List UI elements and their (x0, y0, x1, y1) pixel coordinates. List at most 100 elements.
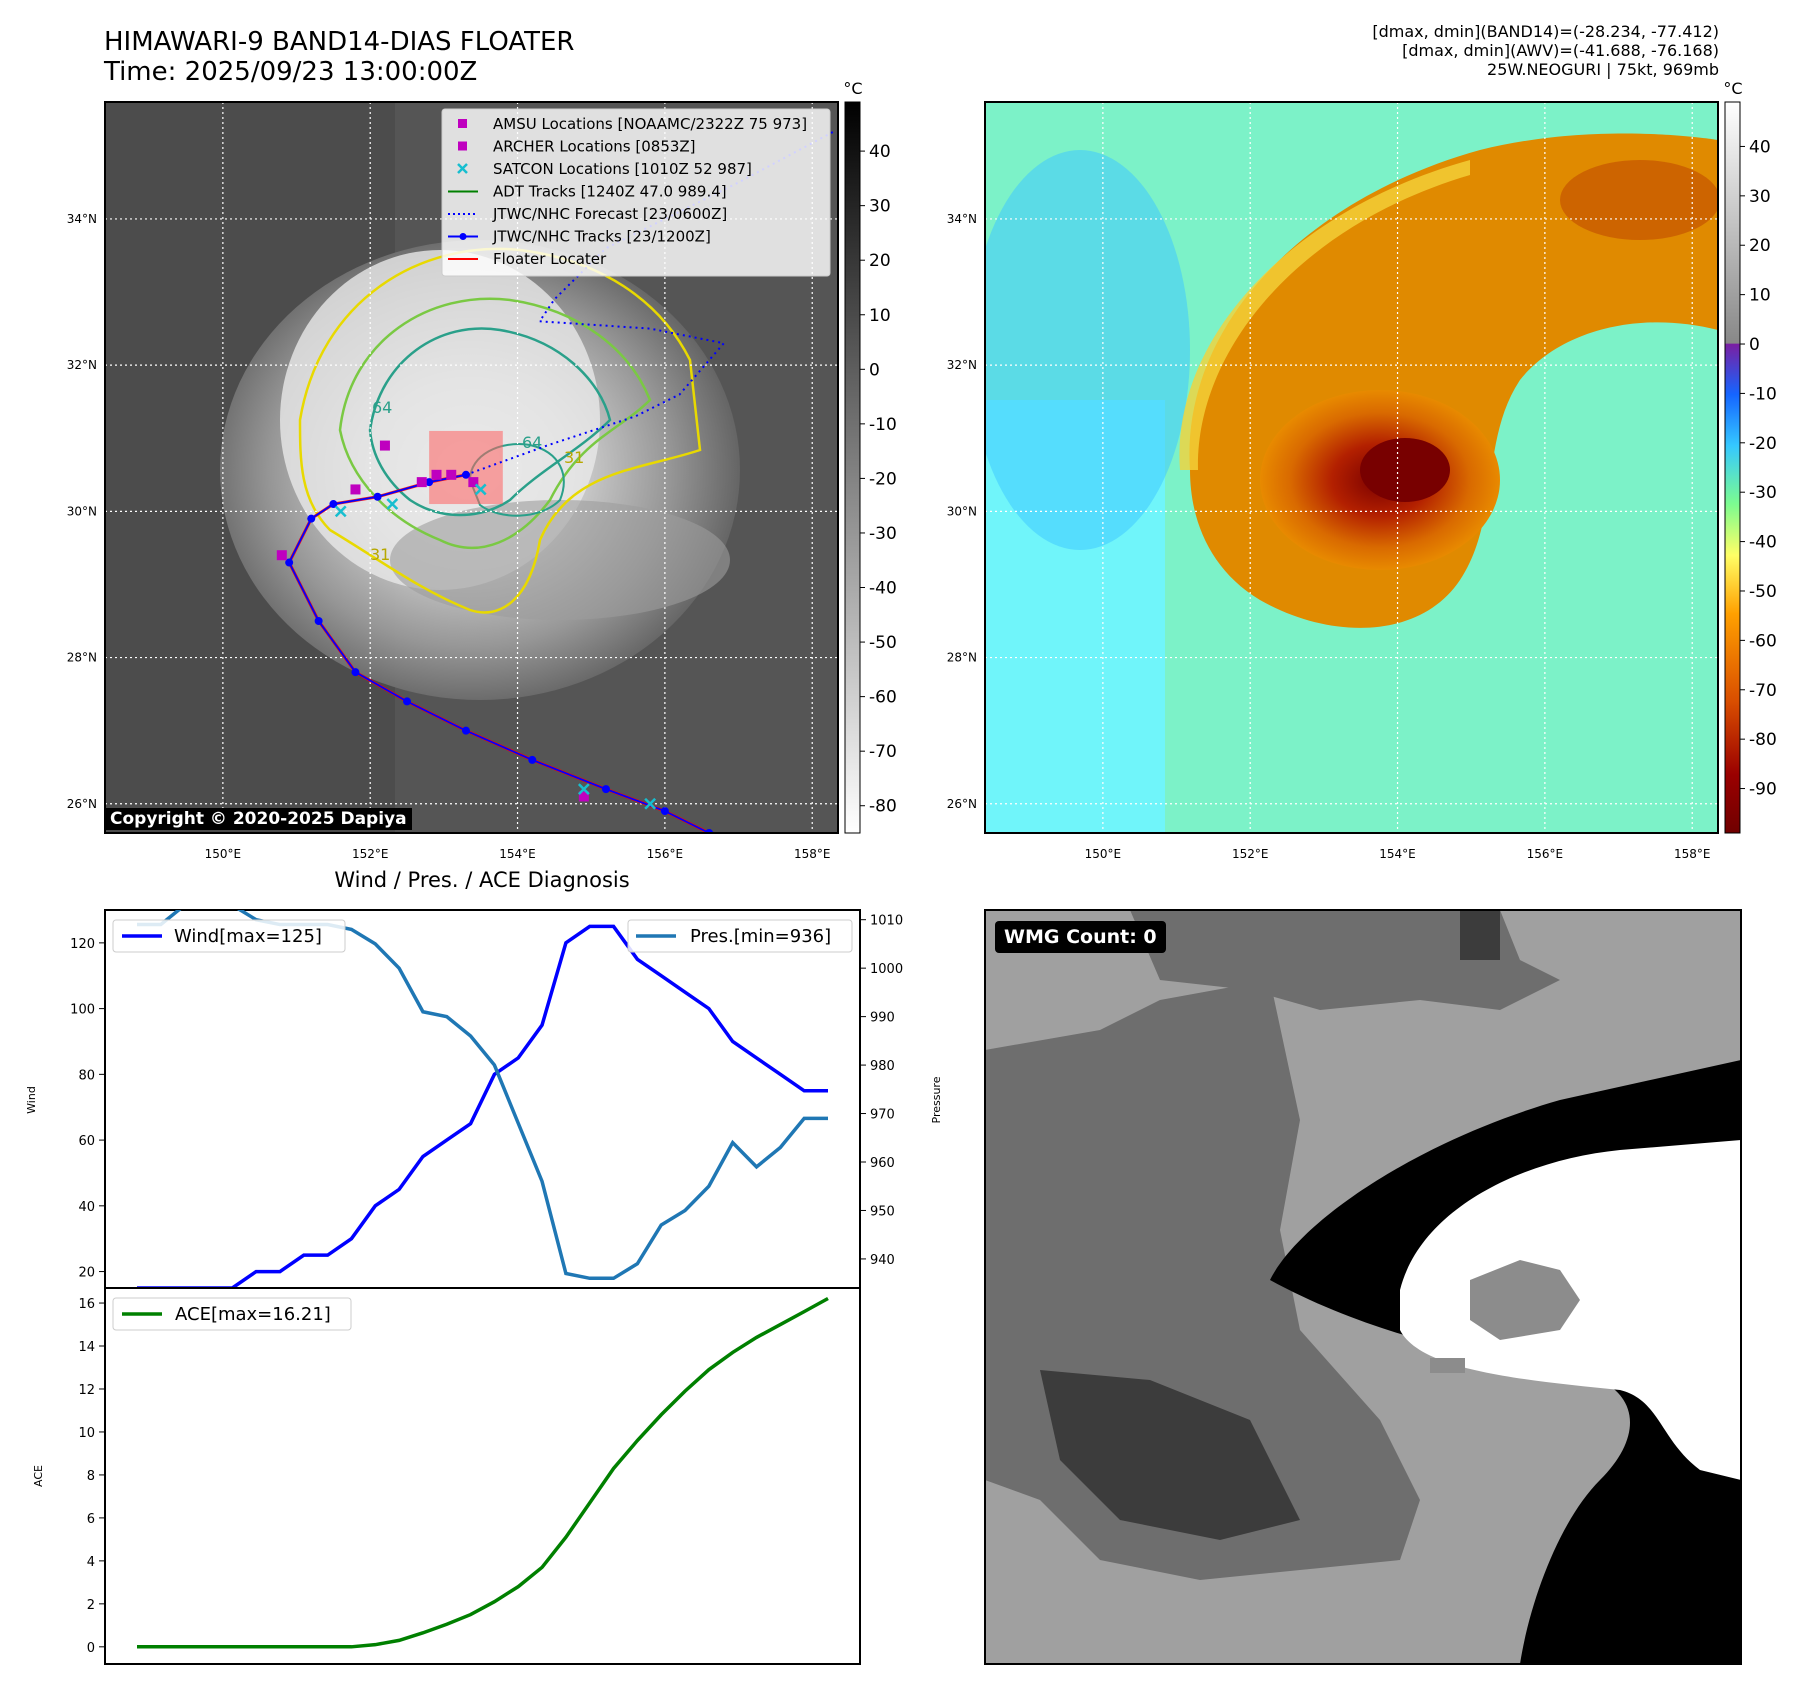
figure-title-line1: HIMAWARI-9 BAND14-DIAS FLOATER (104, 27, 575, 57)
eir-yellow-edge (1179, 160, 1470, 470)
amsu-point (468, 477, 479, 488)
wind-axis-label: Wind (25, 1086, 38, 1114)
ace-tick-label: 8 (87, 1469, 95, 1484)
map-a-lat-tick: 28°N (67, 651, 97, 665)
colorbar-tick-label: -40 (1749, 533, 1777, 553)
wind-tick-label: 20 (78, 1266, 95, 1281)
jtwc-track-point (307, 514, 316, 523)
colorbar-tick-label: 40 (1749, 137, 1771, 157)
colorbar-tick-label: 20 (1749, 236, 1771, 256)
pressure-tick-label: 1010 (870, 914, 903, 929)
figure-title-line2: Time: 2025/09/23 13:00:00Z (104, 57, 478, 87)
map-b-lat-tick: 34°N (947, 212, 977, 226)
panel-b-frame (984, 101, 1719, 834)
legend-a-swatch (458, 141, 467, 151)
colorbar-tick-label: -60 (1749, 631, 1777, 651)
pressure-axis-label: Pressure (930, 1076, 943, 1123)
legend-a-label: JTWC/NHC Tracks [23/1200Z] (492, 228, 711, 246)
legend-wind: Wind[max=125] (112, 919, 346, 953)
amsu-point (446, 469, 457, 480)
ace-axes: 0 2 4 6 8 10 12 14 16 (78, 1297, 105, 1656)
satcon-points (334, 483, 657, 810)
panel-wmg (985, 910, 1741, 1664)
ace-axis-label: ACE (32, 1465, 45, 1487)
map-a-lat-tick: 32°N (67, 358, 97, 372)
amsu-point (276, 550, 287, 561)
contour-label-4: 31 (564, 448, 584, 467)
ace-tick-label: 2 (87, 1598, 95, 1613)
satcon-point (644, 797, 657, 810)
colorbar-ir-ticks: 40 30 20 10 0 -10 -20 -30 -40 -50 -60 -70 -80 -90 (1740, 137, 1777, 800)
colorbar-tick-label: -30 (869, 524, 897, 544)
ace-tick-label: 4 (87, 1555, 95, 1570)
diagnosis-title: Wind / Pres. / ACE Diagnosis (334, 868, 629, 892)
pressure-tick-label: 990 (870, 1011, 895, 1026)
pressure-tick-label: 960 (870, 1156, 895, 1171)
map-b-lat-tick: 26°N (947, 797, 977, 811)
ace-tick-label: 12 (78, 1383, 95, 1398)
colorbar-tick-label: -50 (1749, 582, 1777, 602)
colorbar-tick-label: 0 (1749, 335, 1760, 355)
pressure-tick-label: 950 (870, 1204, 895, 1219)
colorbar-ir-unit: °C (1723, 79, 1742, 98)
colorbar-tick-label: 30 (1749, 187, 1771, 207)
legend-a-label: AMSU Locations [NOAAMC/2322Z 75 973] (493, 115, 807, 133)
storm-info: [dmax, dmin](BAND14)=(-28.234, -77.412) … (1372, 22, 1719, 79)
legend-a-label: JTWC/NHC Forecast [23/0600Z] (492, 205, 727, 223)
map-b-lat-tick: 30°N (947, 504, 977, 518)
contour-label-1: 64 (372, 398, 392, 417)
jtwc-track-point (329, 500, 338, 509)
ace-tick-label: 6 (87, 1512, 95, 1527)
map-a-lon-tick: 150°E (205, 847, 242, 861)
amsu-points (276, 440, 589, 802)
map-a-lon-tick: 156°E (647, 847, 684, 861)
amsu-point (379, 440, 390, 451)
map-a-lon-tick: 152°E (352, 847, 389, 861)
colorbar-tick-label: 30 (869, 197, 891, 217)
jtwc-track-line (288, 473, 710, 833)
legend-pressure: Pres.[min=936] (627, 919, 853, 953)
wind-tick-label: 40 (78, 1200, 95, 1215)
colorbar-tick-label: -80 (869, 797, 897, 817)
legend-a-label: Floater Locater (493, 250, 607, 268)
map-b-lon-tick: 152°E (1232, 847, 1269, 861)
copyright-badge: Copyright © 2020-2025 Dapiya (105, 808, 412, 830)
map-b-lat-tick: 28°N (947, 651, 977, 665)
panel-e-frame (984, 909, 1742, 1665)
wind-series-line (137, 924, 828, 1288)
floater-box (429, 430, 503, 505)
map-a-lat-tick: 30°N (67, 504, 97, 518)
colorbar-tick-label: -50 (869, 633, 897, 653)
legend-a: AMSU Locations [NOAAMC/2322Z 75 973] ARCH… (441, 108, 831, 277)
grid-lines-b (985, 102, 1718, 833)
storm-info-line1: [dmax, dmin](BAND14)=(-28.234, -77.412) (1372, 22, 1719, 41)
legend-a-label: SATCON Locations [1010Z 52 987] (493, 160, 752, 178)
amsu-point (431, 469, 442, 480)
colorbar-tick-label: -10 (869, 415, 897, 435)
satcon-point (474, 483, 487, 496)
legend-wind-box (112, 919, 346, 953)
colorbar-gray-unit: °C (843, 79, 862, 98)
satcon-point (577, 783, 590, 796)
storm-info-line3: 25W.NEOGURI | 75kt, 969mb (1487, 60, 1719, 79)
ace-tick-label: 14 (78, 1340, 95, 1355)
legend-a-box (441, 108, 831, 277)
amsu-point (350, 484, 361, 495)
colorbar-tick-label: 10 (1749, 286, 1771, 306)
colorbar-tick-label: -60 (869, 688, 897, 708)
wmg-eye-fragment (1430, 1358, 1465, 1373)
pressure-tick-label: 970 (870, 1108, 895, 1123)
amsu-point (578, 791, 589, 802)
map-b-lon-tick: 156°E (1527, 847, 1564, 861)
satcon-point (334, 505, 347, 518)
ir-rainband (390, 500, 730, 620)
jtwc-track-points (285, 470, 714, 833)
storm-info-line2: [dmax, dmin](AWV)=(-41.688, -76.168) (1402, 41, 1719, 60)
wmg-darkest-band (1040, 1370, 1300, 1540)
wmg-north-band (1130, 910, 1560, 1010)
jtwc-track-point (314, 617, 323, 626)
legend-ace: ACE[max=16.21] (112, 1297, 352, 1331)
wmg-north-dark-cell (1460, 910, 1500, 960)
colorbar-tick-label: -70 (869, 742, 897, 762)
